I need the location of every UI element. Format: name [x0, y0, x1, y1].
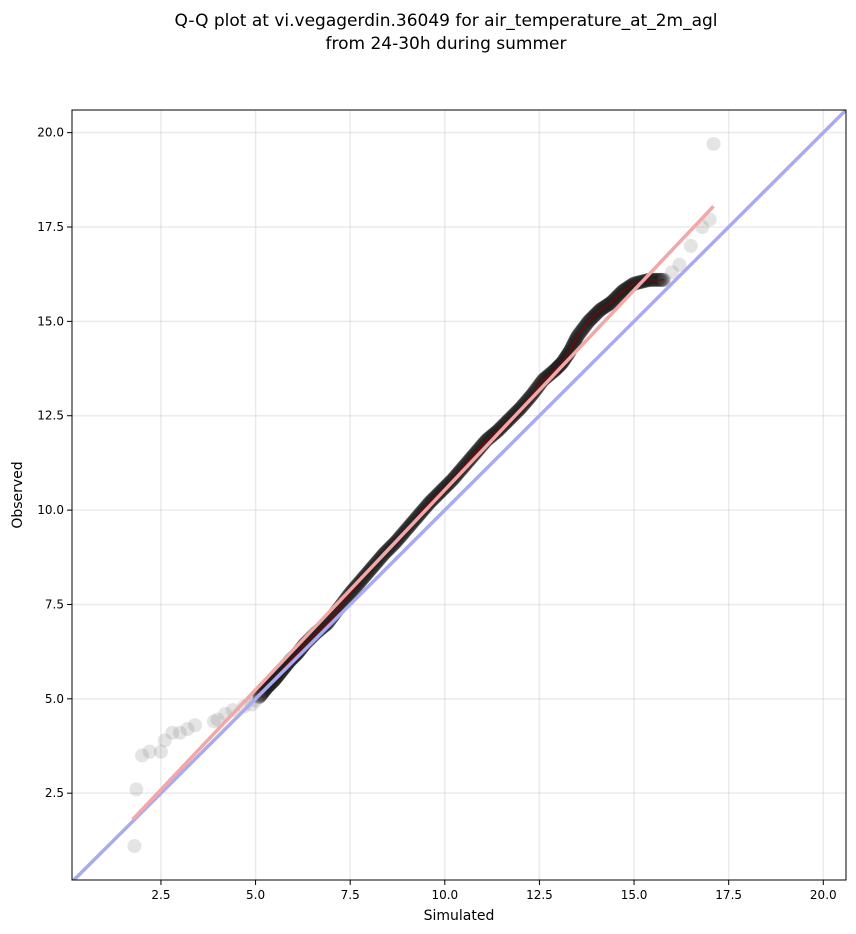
horizontal-gridlines: [72, 131, 846, 794]
chart-title: Q-Q plot at vi.vegagerdin.36049 for air_…: [174, 11, 717, 54]
y-tick-label: 2.5: [45, 786, 64, 800]
x-tick-label: 5.0: [246, 888, 265, 902]
qq-point: [237, 699, 252, 714]
identity-line: [72, 110, 846, 880]
y-tick-label: 10.0: [37, 503, 64, 517]
qq-point: [165, 725, 180, 740]
y-axis-label: Observed: [10, 461, 26, 528]
qq-point: [153, 744, 168, 759]
x-tick-label: 15.0: [621, 888, 648, 902]
x-tick-label: 12.5: [526, 888, 553, 902]
qq-point: [206, 714, 221, 729]
x-tick-label: 17.5: [715, 888, 742, 902]
vertical-gridlines: [160, 110, 825, 880]
x-tick-label: 2.5: [151, 888, 170, 902]
qq-point: [157, 733, 172, 748]
y-axis-ticks: 2.5 5.0 7.5 10.0 12.5 15.0 17.5 20.0: [37, 126, 72, 800]
qq-point: [129, 782, 144, 797]
x-tick-label: 20.0: [810, 888, 837, 902]
fit-line: [131, 205, 715, 821]
chart-title-line: from 24-30h during summer: [326, 34, 567, 54]
plot-frame: [71, 109, 847, 881]
qq-point: [683, 238, 698, 253]
qq-point: [172, 725, 187, 740]
qq-point: [188, 718, 203, 733]
y-tick-label: 15.0: [37, 314, 64, 328]
x-tick-label: 7.5: [341, 888, 360, 902]
qq-point: [135, 748, 150, 763]
y-tick-label: 5.0: [45, 692, 64, 706]
y-tick-label: 7.5: [45, 597, 64, 611]
qq-point: [225, 703, 240, 718]
y-tick-label: 17.5: [37, 220, 64, 234]
y-tick-label: 12.5: [37, 409, 64, 423]
qq-point: [180, 722, 195, 737]
reference-lines: [72, 110, 846, 880]
qq-point: [664, 265, 679, 280]
observation-points: [127, 136, 721, 854]
chart-title-line: Q-Q plot at vi.vegagerdin.36049 for air_…: [174, 11, 717, 31]
qq-point: [142, 744, 157, 759]
qq-point: [127, 839, 142, 854]
x-axis-ticks: 2.5 5.0 7.5 10.0 12.5 15.0 17.5 20.0: [151, 880, 837, 902]
x-axis-label: Simulated: [424, 908, 495, 924]
y-tick-label: 20.0: [37, 126, 64, 140]
qq-point: [210, 712, 225, 727]
qq-point: [706, 136, 721, 151]
qq-point: [672, 257, 687, 272]
x-tick-label: 10.0: [431, 888, 458, 902]
